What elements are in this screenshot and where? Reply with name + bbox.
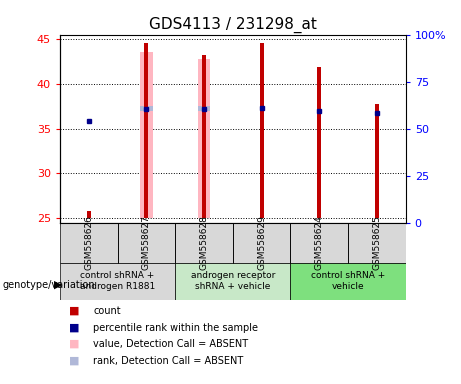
Text: count: count (93, 306, 121, 316)
Bar (202, 55, 206, 218)
Bar (290, 223, 348, 263)
Bar (290, 263, 406, 300)
Title: GDS4113 / 231298_at: GDS4113 / 231298_at (149, 17, 317, 33)
Text: control shRNA +
vehicle: control shRNA + vehicle (311, 271, 385, 291)
Text: androgen receptor
shRNA + vehicle: androgen receptor shRNA + vehicle (190, 271, 275, 291)
Bar (348, 223, 406, 263)
Text: genotype/variation: genotype/variation (2, 280, 95, 290)
Bar (87, 211, 91, 218)
Text: ■: ■ (69, 339, 80, 349)
Bar (140, 106, 153, 111)
Text: percentile rank within the sample: percentile rank within the sample (93, 323, 258, 333)
Text: value, Detection Call = ABSENT: value, Detection Call = ABSENT (93, 339, 248, 349)
Bar (60, 263, 175, 300)
Text: ▶: ▶ (54, 280, 63, 290)
Bar (60, 223, 118, 263)
Text: GSM558627: GSM558627 (142, 215, 151, 270)
Bar (317, 67, 321, 218)
Text: rank, Detection Call = ABSENT: rank, Detection Call = ABSENT (93, 356, 243, 366)
Bar (175, 223, 233, 263)
Text: ■: ■ (69, 306, 80, 316)
Bar (175, 263, 290, 300)
Bar (118, 223, 175, 263)
Text: GSM558625: GSM558625 (372, 215, 381, 270)
Bar (375, 104, 379, 218)
Text: control shRNA +
androgen R1881: control shRNA + androgen R1881 (80, 271, 155, 291)
Text: GSM558628: GSM558628 (200, 215, 208, 270)
Text: GSM558629: GSM558629 (257, 215, 266, 270)
Bar (198, 59, 210, 218)
Bar (144, 43, 148, 218)
Text: ■: ■ (69, 323, 80, 333)
Text: GSM558626: GSM558626 (84, 215, 93, 270)
Text: GSM558624: GSM558624 (315, 215, 324, 270)
Bar (198, 106, 210, 111)
Text: ■: ■ (69, 356, 80, 366)
Bar (260, 43, 264, 218)
Bar (140, 53, 153, 218)
Bar (233, 223, 290, 263)
